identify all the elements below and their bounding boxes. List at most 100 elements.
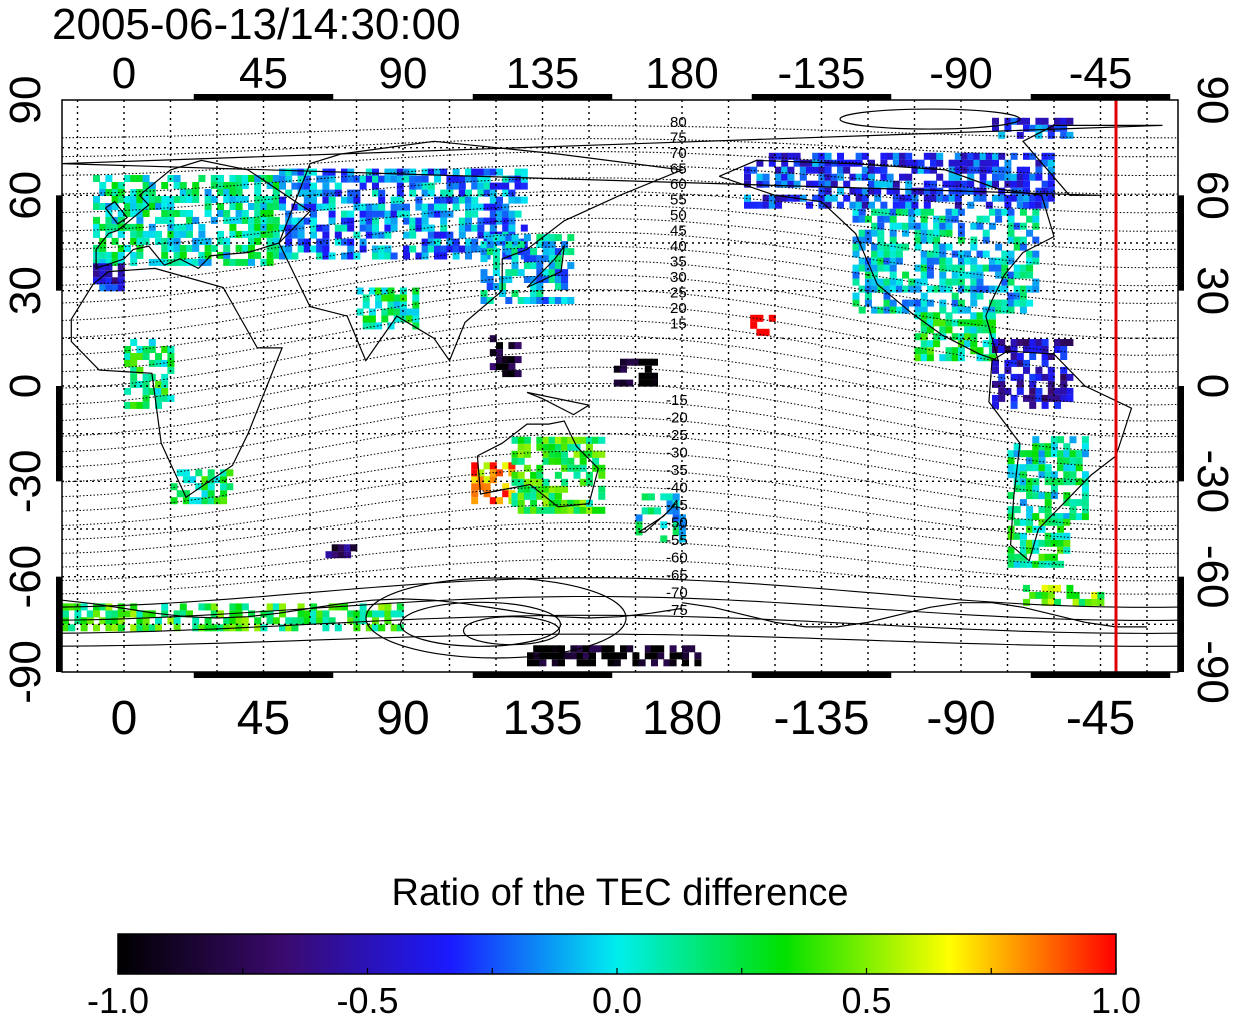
tec-pixel [440,210,448,218]
tec-pixel [905,180,913,188]
tec-pixel [926,208,934,216]
tec-pixel [155,394,162,402]
tec-pixel [291,231,299,239]
tec-pixel [926,250,934,258]
tec-pixel [396,182,404,190]
tec-pixel [554,436,562,444]
tec-pixel [254,223,262,231]
tec-pixel [353,610,361,618]
tec-pixel [1007,471,1015,479]
tec-pixel [105,175,113,182]
tec-pixel [1063,443,1071,451]
tec-pixel [877,222,885,230]
tec-pixel [167,244,175,252]
tec-pixel [548,234,556,242]
tec-pixel [483,175,491,183]
tec-pixel [864,299,872,307]
tec-pixel [130,258,138,266]
tec-pixel [471,182,479,190]
tec-pixel [130,353,138,360]
tec-pixel [889,278,897,286]
tec-pixel [1050,471,1058,479]
tec-pixel [926,229,934,237]
tec-pixel [877,229,885,237]
tec-pixel [1069,471,1077,479]
tec-pixel [505,241,513,249]
tec-pixel [124,610,131,618]
tec-pixel [1047,152,1055,160]
tec-pixel [254,216,262,224]
tec-pixel [768,201,776,209]
tec-pixel [440,203,448,211]
tec-pixel [192,624,200,632]
tec-pixel [1007,250,1015,258]
tec-pixel [567,234,575,242]
tec-pixel [688,645,696,653]
lon-tick-label-top: 45 [239,49,288,98]
tec-pixel [1035,117,1043,125]
tec-pixel [998,346,1006,353]
tec-pixel [458,196,466,204]
tec-pixel [914,306,922,314]
tec-pixel [235,216,243,224]
tec-pixel [223,210,231,217]
tec-pixel [824,194,832,202]
tec-pixel [886,180,894,188]
colorbar-bar [117,933,1117,975]
tec-pixel [511,499,519,507]
tec-pixel [1063,492,1071,500]
tec-pixel [148,359,156,367]
tec-pixel [1044,478,1052,486]
tec-pixel [1072,598,1080,606]
tec-pixel [291,217,299,225]
coastline [718,159,1055,362]
tec-pixel [486,248,494,256]
tec-pixel [272,175,280,182]
tec-pixel [130,203,138,210]
tec-pixel [511,457,519,465]
tec-pixel [561,283,569,290]
tec-pixel [883,264,891,272]
tec-pixel [322,252,330,260]
tec-pixel [325,551,333,559]
tec-pixel [303,238,311,246]
region-central-america [914,312,996,362]
tec-pixel [322,189,330,197]
tec-pixel [136,210,144,217]
tec-pixel [905,152,913,160]
tec-pixel [372,224,379,232]
tec-pixel [279,252,286,260]
tec-pixel [902,243,910,251]
tec-pixel [920,229,928,237]
tec-pixel [322,203,330,211]
tec-pixel [241,216,249,224]
tec-pixel [167,394,175,402]
tec-pixel [933,285,941,293]
tec-pixel [477,217,485,225]
tec-pixel [505,269,513,277]
tec-pixel [142,230,150,238]
tec-pixel [204,258,212,266]
tec-pixel [1019,518,1027,526]
tec-pixel [331,544,339,552]
tec-pixel [1069,513,1077,521]
tec-pixel [992,152,999,160]
tec-pixel [871,250,879,258]
tec-pixel [148,196,156,203]
tec-pixel [945,347,953,355]
tec-pixel [1023,173,1030,181]
tec-pixel [945,354,953,362]
tec-pixel [880,166,888,174]
tec-pixel [926,354,934,362]
tec-pixel [1004,201,1012,209]
tec-pixel [508,370,516,378]
tec-pixel [567,436,575,444]
tec-pixel [279,624,286,632]
tec-pixel [210,182,218,189]
tec-pixel [372,624,379,632]
tec-pixel [111,196,119,203]
tec-pixel [375,287,383,295]
frame-segment [1030,672,1171,678]
tec-pixel [1060,117,1068,125]
tec-pixel [923,201,931,209]
